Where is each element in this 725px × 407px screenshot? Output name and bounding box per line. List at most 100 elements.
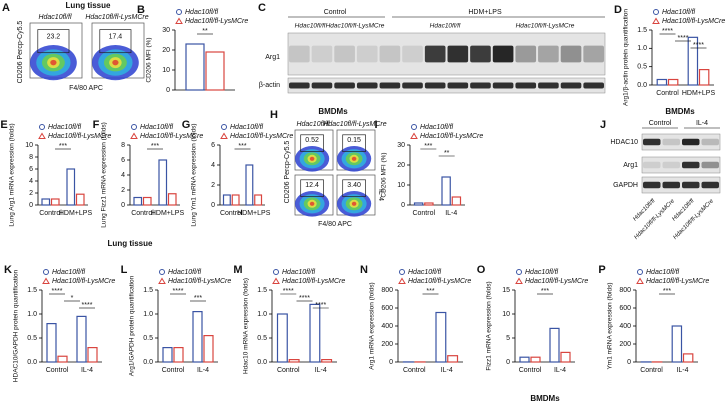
panel-letter: M xyxy=(233,264,242,276)
gate xyxy=(99,29,132,54)
y-axis-label: Arg1/GAPDH protein quantification xyxy=(129,275,136,376)
y-axis-label: Fizz1 mRNA expression (folds) xyxy=(486,281,493,370)
bar xyxy=(222,194,231,206)
blot-band xyxy=(515,82,537,89)
bar xyxy=(142,196,152,206)
panel-title: BMDMs xyxy=(318,107,348,116)
y-tick-label: 400 xyxy=(619,323,631,330)
panel-letter: E xyxy=(0,119,7,131)
gate xyxy=(300,134,324,152)
y-axis-label: HDAC10/GAPDH protein quantification xyxy=(13,269,20,382)
legend-label: Hdac10fl/fl-LysMCre xyxy=(168,278,231,285)
y-tick-label: 0.0 xyxy=(143,359,153,366)
significance: *** xyxy=(426,288,434,295)
y-tick-label: 4 xyxy=(211,162,215,169)
bar xyxy=(435,311,447,363)
x-tick-label: Control xyxy=(412,210,435,217)
significance: **** xyxy=(662,28,673,35)
blot-band xyxy=(643,181,661,189)
x-tick-label: IL-4 xyxy=(554,367,566,374)
bar xyxy=(671,325,683,363)
blot-band xyxy=(643,138,661,146)
blot-band xyxy=(402,45,423,63)
y-tick-label: 800 xyxy=(619,287,631,294)
y-tick-label: 1.0 xyxy=(27,311,37,318)
legend-label: Hdac10fl/fl xyxy=(282,269,316,276)
legend-label: Hdac10fl/fl xyxy=(662,9,696,16)
significance: *** xyxy=(59,143,67,150)
x-tick-label: Control xyxy=(519,367,542,374)
y-tick-label: 200 xyxy=(619,341,631,348)
x-tick-label: Control xyxy=(220,210,243,217)
bar xyxy=(254,194,263,206)
group-label: IL-4 xyxy=(696,120,708,127)
legend-marker xyxy=(176,9,182,15)
bar xyxy=(656,78,668,86)
legend-label: Hdac10fl/fl-LysMCre xyxy=(525,278,588,285)
x-tick-label: HDM+LPS xyxy=(151,210,185,217)
blot-band xyxy=(682,138,700,146)
legend-label: Hdac10fl/fl xyxy=(140,124,174,131)
y-tick-label: 0 xyxy=(506,359,510,366)
gate xyxy=(342,179,366,197)
panel-letter: L xyxy=(121,264,128,276)
blot-strip xyxy=(287,77,606,94)
gate-value: 0.15 xyxy=(347,137,361,144)
flow-density xyxy=(309,201,315,206)
y-tick-label: 10 xyxy=(502,311,510,318)
lane-label: Hdac10fl/fl-LysMCre xyxy=(633,198,676,241)
legend-marker xyxy=(221,124,227,130)
bar xyxy=(549,327,560,363)
x-tick-label: IL-4 xyxy=(441,367,453,374)
bar xyxy=(687,36,699,86)
blot-band xyxy=(492,45,514,63)
significance: **** xyxy=(299,295,310,302)
blot-band xyxy=(662,138,680,146)
blot-band xyxy=(334,45,355,63)
group-label: Control xyxy=(649,120,672,127)
significance: ** xyxy=(444,150,450,157)
panel-title: Lung tissue xyxy=(66,1,111,10)
bar xyxy=(192,311,203,363)
y-tick-label: 0.5 xyxy=(257,335,267,342)
x-tick-label: Control xyxy=(162,367,185,374)
bar xyxy=(158,159,168,206)
bar xyxy=(231,194,240,206)
blot-band xyxy=(470,45,491,63)
bar xyxy=(288,359,300,363)
blot-strip xyxy=(641,156,721,174)
y-tick-label: 0 xyxy=(389,359,393,366)
lane-label: Hdac10fl/fl xyxy=(430,23,461,30)
section-label: Lung tissue xyxy=(108,239,153,248)
panel-letter: K xyxy=(4,264,12,276)
panel-letter: F xyxy=(93,119,100,131)
protein-label: β-actin xyxy=(259,82,280,89)
legend-label: Hdac10fl/fl xyxy=(185,9,219,16)
blot-band xyxy=(470,82,491,89)
y-tick-label: 5 xyxy=(506,335,510,342)
bar xyxy=(87,347,98,363)
flow-density xyxy=(112,59,119,66)
y-tick-label: 1.0 xyxy=(257,311,267,318)
blot-band xyxy=(643,161,661,169)
bar xyxy=(185,43,205,91)
x-tick-label: HDM+LPS xyxy=(682,90,716,97)
bar xyxy=(205,51,225,91)
y-tick-label: 0 xyxy=(121,202,125,209)
protein-label: Arg1 xyxy=(623,162,638,169)
x-tick-label: HDM+LPS xyxy=(237,210,271,217)
x-tick-label: Control xyxy=(39,210,62,217)
blot-band xyxy=(538,45,559,63)
blot-band xyxy=(560,45,582,63)
y-axis-label: CD206 MFI (%) xyxy=(146,37,153,82)
y-tick-label: 4 xyxy=(29,178,33,185)
y-tick-label: 600 xyxy=(619,305,631,312)
y-axis-label: CD206 Percp-Cy5.5 xyxy=(284,141,291,204)
blot-band xyxy=(424,45,446,63)
x-axis-label: F4/80 APC xyxy=(318,221,352,228)
y-tick-label: 1.0 xyxy=(143,311,153,318)
x-tick-label: Control xyxy=(131,210,154,217)
y-tick-label: 8 xyxy=(121,142,125,149)
bar xyxy=(41,198,51,206)
gate-value: 0.52 xyxy=(305,137,319,144)
